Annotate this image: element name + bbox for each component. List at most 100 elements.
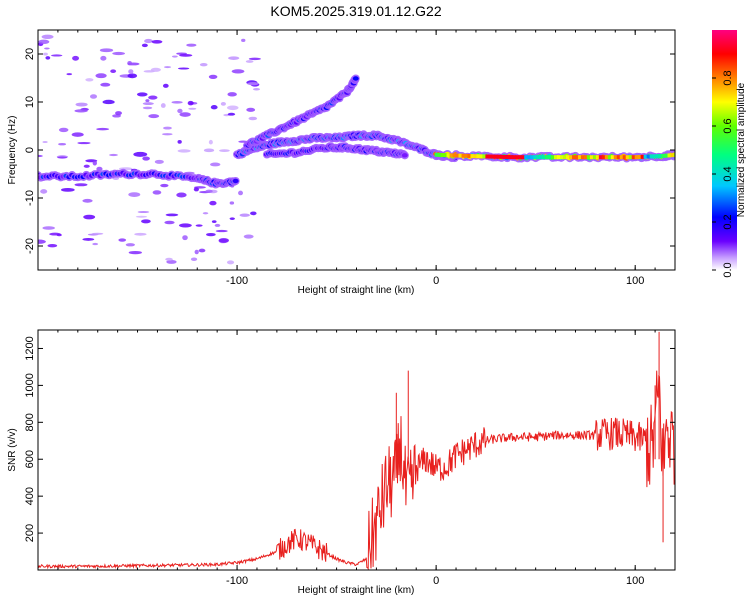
main-line-cell — [446, 153, 451, 158]
main-line-cell — [512, 155, 517, 160]
snr-x-tick-label: -100 — [226, 575, 248, 587]
ridge-point — [401, 153, 408, 158]
noise-blob — [210, 105, 218, 110]
spectrogram-marks — [38, 34, 675, 265]
main-line-cell — [539, 155, 544, 160]
main-line-cell — [497, 154, 502, 159]
main-line-cell — [491, 154, 496, 159]
noise-blob — [220, 101, 226, 106]
noise-blob — [58, 127, 69, 133]
noise-blob — [162, 133, 173, 136]
snr-x-tick-label: 0 — [433, 575, 439, 587]
noise-blob — [193, 187, 199, 192]
noise-blob — [245, 60, 254, 63]
noise-blob — [144, 38, 153, 44]
main-line-cell — [545, 155, 550, 160]
main-line-cell — [440, 153, 445, 158]
noise-blob — [241, 38, 246, 43]
noise-blob — [110, 69, 117, 74]
main-line-cell — [568, 155, 573, 160]
noise-blob — [165, 213, 179, 217]
noise-blob — [227, 112, 236, 116]
main-line-cell — [449, 153, 454, 158]
noise-blob — [182, 235, 188, 241]
noise-blob — [228, 56, 240, 60]
spectrogram-x-tick-label: 100 — [626, 275, 644, 287]
snr-marks — [38, 331, 675, 570]
main-line-cell — [509, 155, 514, 160]
main-line-cell — [574, 155, 579, 160]
noise-blob — [209, 200, 217, 206]
spectrogram-y-tick-label: 0 — [24, 147, 36, 153]
main-line-cell — [655, 154, 660, 159]
main-line-cell — [464, 153, 469, 158]
main-line-cell — [628, 155, 633, 160]
noise-blob — [148, 114, 160, 119]
noise-blob — [102, 99, 115, 105]
main-line-cell — [437, 152, 442, 157]
noise-blob — [92, 160, 97, 166]
noise-blob — [247, 82, 259, 86]
main-line-cell — [503, 154, 508, 159]
spectrogram-y-tick-label: -10 — [24, 190, 36, 206]
noise-blob — [179, 53, 193, 57]
main-line-cell — [580, 155, 585, 160]
main-line-cell — [500, 154, 505, 159]
noise-blob — [58, 142, 67, 146]
noise-blob — [66, 73, 73, 76]
ridge-point — [232, 178, 239, 184]
noise-blob — [134, 232, 147, 236]
main-line-cell — [571, 155, 576, 160]
noise-blob — [112, 51, 125, 56]
noise-blob — [205, 189, 213, 193]
main-line-cell — [542, 155, 547, 160]
spectrogram-y-tick-label: 10 — [24, 96, 36, 108]
noise-blob — [206, 232, 216, 237]
noise-blob — [198, 248, 206, 253]
main-line-cell — [452, 153, 457, 158]
noise-blob — [142, 102, 154, 106]
noise-blob — [248, 116, 258, 121]
noise-blob — [109, 153, 118, 157]
noise-blob — [100, 82, 111, 87]
noise-blob — [145, 99, 150, 103]
noise-blob — [60, 187, 75, 192]
noise-blob — [100, 55, 107, 61]
snr-x-tick-label: 100 — [626, 575, 644, 587]
snr-y-tick-label: 200 — [24, 524, 36, 542]
noise-blob — [74, 109, 88, 113]
noise-blob — [202, 212, 209, 215]
figure-title: KOM5.2025.319.01.12.G22 — [270, 3, 441, 19]
noise-blob — [164, 220, 175, 225]
noise-blob — [238, 190, 243, 196]
noise-blob — [188, 107, 197, 110]
noise-blob — [99, 48, 114, 53]
colorbar-tick-label: 0.8 — [722, 70, 734, 85]
noise-blob — [187, 100, 194, 106]
colorbar-tick-label: 0.6 — [722, 118, 734, 133]
noise-blob — [127, 60, 132, 66]
noise-blob — [177, 67, 190, 70]
main-line-cell — [434, 152, 439, 157]
main-line-cell — [667, 153, 672, 158]
snr-y-tick-label: 800 — [24, 413, 36, 431]
main-line-cell — [482, 154, 487, 159]
main-line-cell — [643, 154, 648, 159]
main-line-cell — [577, 155, 582, 160]
main-line-cell — [649, 154, 654, 159]
noise-blob — [45, 56, 51, 60]
noise-blob — [75, 102, 88, 107]
main-line-cell — [527, 155, 532, 160]
main-line-cell — [461, 153, 466, 158]
main-line-cell — [637, 155, 642, 160]
noise-blob — [229, 201, 235, 205]
main-line-cell — [658, 154, 663, 158]
noise-blob — [38, 239, 46, 244]
main-line-cell — [530, 155, 535, 160]
main-line-cell — [634, 155, 639, 160]
noise-blob — [128, 192, 141, 197]
noise-blob — [115, 111, 122, 116]
noise-blob — [154, 159, 164, 164]
noise-blob — [44, 47, 50, 50]
